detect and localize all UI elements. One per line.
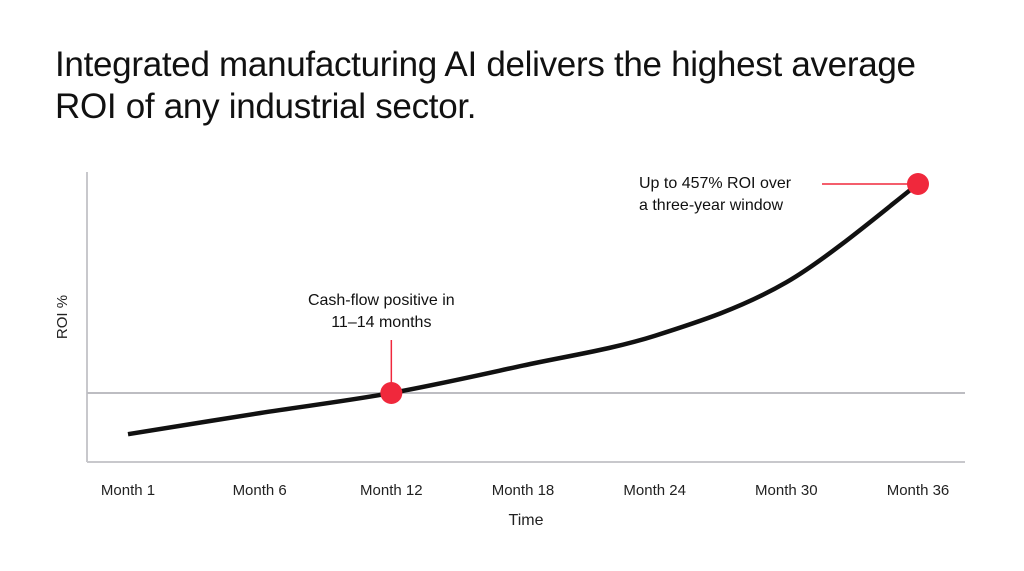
- x-tick-label: Month 1: [101, 482, 155, 499]
- highlight-marker: [907, 173, 929, 195]
- annotation-text: 11–14 months: [331, 314, 431, 331]
- x-tick-label: Month 30: [755, 482, 818, 499]
- annotation-text: a three-year window: [639, 197, 784, 214]
- y-axis-label: ROI %: [54, 295, 71, 339]
- x-tick-label: Month 12: [360, 482, 423, 499]
- x-tick-label: Month 36: [887, 482, 950, 499]
- x-tick-label: Month 24: [623, 482, 686, 499]
- x-axis-label: Time: [509, 512, 544, 529]
- x-tick-label: Month 6: [233, 482, 287, 499]
- annotation-text: Cash-flow positive in: [308, 292, 455, 309]
- x-tick-label: Month 18: [492, 482, 555, 499]
- annotation-text: Up to 457% ROI over: [639, 175, 792, 192]
- chart-title: Integrated manufacturing AI delivers the…: [55, 45, 916, 126]
- highlight-marker: [380, 382, 403, 404]
- roi-curve: [127, 182, 920, 437]
